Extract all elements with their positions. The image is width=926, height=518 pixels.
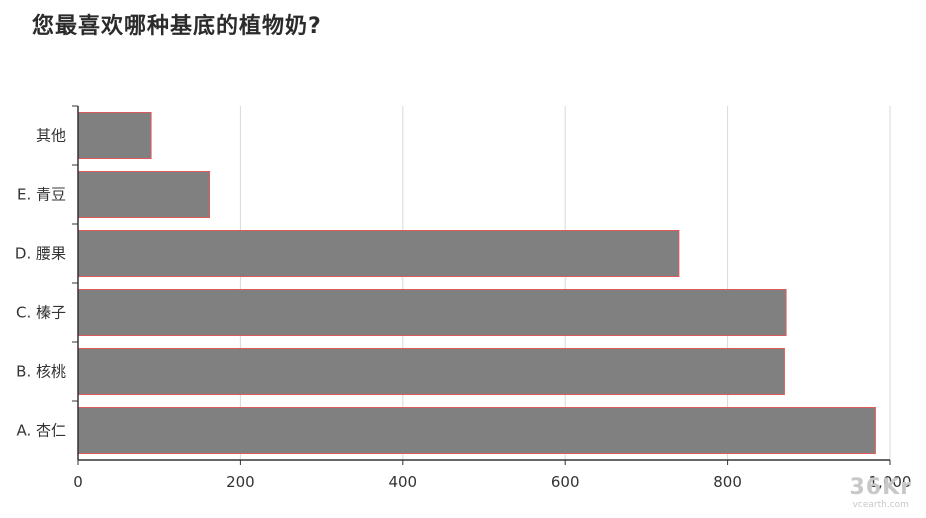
bar (77, 347, 785, 396)
x-tick-label: 1,000 (869, 473, 912, 491)
bar (77, 288, 787, 337)
bars (77, 111, 876, 455)
bar (77, 111, 152, 160)
category-label: A. 杏仁 (16, 422, 66, 440)
bar (77, 229, 680, 278)
bar (77, 406, 876, 455)
category-label: D. 腰果 (15, 245, 66, 263)
category-label: B. 核桃 (16, 363, 66, 381)
chart-title: 您最喜欢哪种基底的植物奶? (32, 14, 322, 39)
bar (77, 170, 211, 219)
x-tick-label: 800 (713, 473, 742, 491)
gridlines (239, 106, 891, 460)
watermark-logo: 36Kr (849, 475, 912, 500)
category-label: 其他 (36, 127, 66, 145)
watermark-site: vcearth.com (852, 500, 909, 510)
x-tick-label: 400 (388, 473, 417, 491)
labels: 0 200 400 600 800 1,000 A. 杏仁 B. 核桃 C. 榛子 D. 腰果 E.… (15, 127, 912, 492)
x-tick-label: 200 (226, 473, 255, 491)
axes (72, 105, 891, 465)
x-tick-label: 0 (73, 473, 83, 491)
x-tick-label: 600 (551, 473, 580, 491)
category-label: C. 榛子 (16, 304, 66, 322)
watermark: 36Kr vcearth.com (849, 477, 912, 510)
category-label: E. 青豆 (17, 186, 66, 204)
